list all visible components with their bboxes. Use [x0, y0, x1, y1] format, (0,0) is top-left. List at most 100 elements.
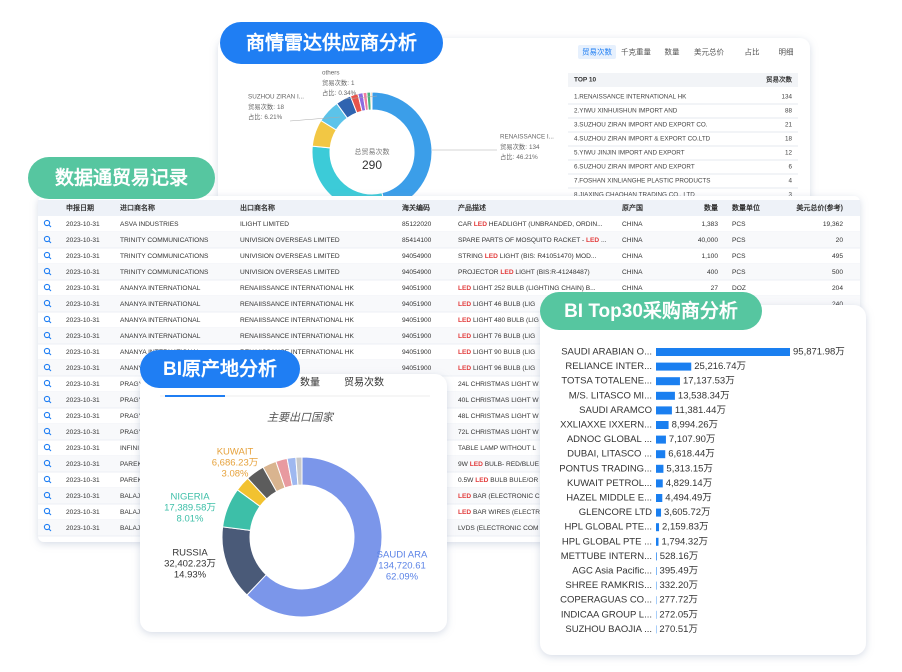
search-icon[interactable]: [43, 315, 51, 323]
bar: [656, 362, 692, 371]
search-icon[interactable]: [43, 379, 51, 387]
bar-label: COPERAGUAS CO...: [560, 595, 652, 606]
table-cell: 48L CHRISTMAS LIGHT W: [458, 413, 539, 420]
search-icon[interactable]: [43, 235, 51, 243]
tab[interactable]: 明细: [779, 46, 794, 56]
tab[interactable]: 美元总价: [694, 46, 724, 56]
badge-title: 数据通贸易记录: [55, 166, 188, 189]
bar-label: M/S. LITASCO MI...: [569, 390, 652, 401]
search-icon[interactable]: [43, 267, 51, 275]
pie-label: RENAISSANCE I...: [500, 134, 554, 141]
search-icon: [48, 416, 52, 420]
table-cell: CHINA: [622, 237, 643, 244]
bar-value-label: 528.16万: [660, 551, 699, 562]
search-icon[interactable]: [43, 459, 51, 467]
search-icon: [48, 432, 52, 436]
table-cell: 2023-10-31: [66, 461, 100, 468]
table-cell: 2023-10-31: [66, 349, 100, 356]
table-cell: PRAGY: [120, 381, 144, 388]
table-cell: 94051900: [402, 317, 432, 324]
table-cell: ILIGHT LIMITED: [240, 221, 289, 228]
share-prefix: 占比:: [248, 112, 263, 121]
bar-value-label: 395.49万: [660, 566, 699, 577]
search-icon[interactable]: [43, 283, 51, 291]
search-icon[interactable]: [43, 219, 51, 227]
badge: [540, 292, 762, 330]
search-icon[interactable]: [43, 443, 51, 451]
search-icon: [48, 240, 52, 244]
bar-label: SAUDI ARABIAN O...: [561, 347, 652, 358]
tab[interactable]: 贸易次数: [344, 376, 384, 389]
table-cell: 2023-10-31: [66, 397, 100, 404]
table-cell: 134: [781, 94, 792, 101]
table-cell: 94054900: [402, 269, 432, 276]
table-cell: LED BAR (ELECTRONIC C: [458, 493, 540, 500]
search-icon: [48, 320, 52, 324]
table-cell: UNIVISION OVERSEAS LIMITED: [240, 269, 340, 276]
table-cell: BALAJ: [120, 509, 140, 516]
pie-slice: [295, 456, 303, 486]
tab[interactable]: 数量: [300, 376, 320, 389]
table-cell: PROJECTOR LED LIGHT (BIS:R-41248487): [458, 269, 590, 276]
table-cell: ANANYA INTERNATIONAL: [120, 285, 201, 292]
pie-value: 32,402.23万: [164, 559, 216, 570]
search-icon[interactable]: [43, 347, 51, 355]
search-icon[interactable]: [43, 411, 51, 419]
tab[interactable]: 贸易次数: [582, 46, 612, 56]
share-prefix: 占比:: [322, 88, 337, 97]
table-cell: 94051900: [402, 349, 432, 356]
pie-center-label: 总贸易次数: [355, 147, 390, 156]
search-icon[interactable]: [43, 475, 51, 483]
badge-title: BI原产地分析: [163, 357, 277, 380]
tab[interactable]: 占比: [745, 46, 760, 56]
table-cell: CHINA: [622, 285, 643, 292]
pie-share: 62.09%: [386, 572, 419, 583]
search-icon[interactable]: [43, 395, 51, 403]
search-icon[interactable]: [43, 427, 51, 435]
table-cell: 4.SUZHOU ZIRAN IMPORT & EXPORT CO.LTD: [574, 136, 711, 143]
search-icon[interactable]: [43, 251, 51, 259]
table-cell: 8.JIAXING CHAOHAN TRADING CO., LTD: [574, 192, 695, 199]
bar-label: KUWAIT PETROL...: [567, 478, 652, 489]
table-cell: 2023-10-31: [66, 381, 100, 388]
tab[interactable]: 千克重量: [621, 46, 651, 56]
tab[interactable]: 数量: [665, 46, 680, 56]
search-icon: [48, 512, 52, 516]
search-icon[interactable]: [43, 507, 51, 515]
tab-active: [578, 45, 616, 59]
table-header: [38, 200, 860, 216]
table-cell: RENAIISSANCE INTERNATIONAL HK: [240, 349, 355, 356]
table-cell: 3: [788, 192, 792, 199]
count-value: 134: [529, 144, 540, 151]
search-icon[interactable]: [43, 523, 51, 531]
table-cell: ANANYA INTERNATIONAL: [120, 333, 201, 340]
table-cell: 2.YIWU XINHUISHUN IMPORT AND: [574, 108, 678, 115]
bar: [656, 537, 659, 546]
column-header: 进口商名称: [120, 203, 155, 212]
pie-label: RUSSIA: [172, 548, 208, 559]
table-cell: TRINITY COMMUNICATIONS: [120, 237, 209, 244]
bar: [656, 464, 664, 473]
pie-count: 贸易次数: 1: [322, 78, 355, 87]
table-cell: 12: [785, 150, 793, 157]
table-cell: RENAIISSANCE INTERNATIONAL HK: [240, 333, 355, 340]
bar-value-label: 1,794.32万: [662, 536, 708, 547]
table-cell: ASVA INDUSTRIES: [120, 221, 179, 228]
search-icon: [48, 528, 52, 532]
search-icon[interactable]: [43, 363, 51, 371]
badge: [28, 157, 215, 199]
table-cell: 2023-10-31: [66, 237, 100, 244]
bar-label: HPL GLOBAL PTE ...: [562, 536, 652, 547]
bar-label: SAUDI ARAMCO: [579, 405, 652, 416]
table-cell: 94051900: [402, 365, 432, 372]
search-icon[interactable]: [43, 491, 51, 499]
panel: [540, 305, 866, 655]
table-cell: LED LIGHT 252 BULB (LIGHTING CHAIN) B...: [458, 285, 596, 292]
bar: [656, 494, 663, 502]
search-icon[interactable]: [43, 299, 51, 307]
search-icon[interactable]: [43, 331, 51, 339]
table-cell: 2023-10-31: [66, 285, 100, 292]
bar: [656, 552, 657, 561]
